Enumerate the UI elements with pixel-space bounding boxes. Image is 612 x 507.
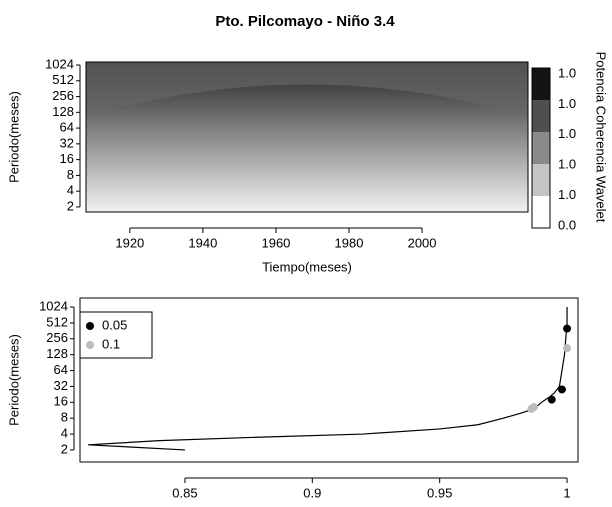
colorbar-block bbox=[532, 132, 550, 164]
x-tick-label: 0.85 bbox=[172, 485, 197, 500]
y-tick-label: 2 bbox=[67, 198, 74, 213]
data-point bbox=[529, 403, 538, 412]
x-axis-label: Tiempo(meses) bbox=[262, 259, 352, 274]
x-tick-label: 0.95 bbox=[427, 485, 452, 500]
y-tick-label: 128 bbox=[46, 346, 68, 361]
colorbar-label: 1.0 bbox=[558, 65, 576, 80]
y-tick-label: 8 bbox=[67, 167, 74, 182]
y-tick-label: 32 bbox=[54, 378, 68, 393]
colorbar-label: 1.0 bbox=[558, 187, 576, 202]
y-tick-label: 64 bbox=[54, 362, 68, 377]
colorbar-block bbox=[532, 100, 550, 132]
legend-label: 0.1 bbox=[102, 336, 120, 351]
y-tick-label: 2 bbox=[61, 441, 68, 456]
x-tick-label: 0.9 bbox=[303, 485, 321, 500]
y-tick-label: 64 bbox=[60, 120, 74, 135]
colorbar-label: 0.0 bbox=[558, 217, 576, 232]
y-tick-label: 4 bbox=[67, 183, 74, 198]
colorbar-title: Potencia Coherencia Wavelet bbox=[594, 52, 609, 223]
y-tick-label: 512 bbox=[46, 314, 68, 329]
legend-label: 0.05 bbox=[102, 317, 127, 332]
y-axis-label: Periodo(meses) bbox=[6, 91, 21, 183]
data-line bbox=[88, 307, 568, 451]
y-axis-label: Periodo(meses) bbox=[6, 334, 21, 426]
data-point bbox=[557, 385, 566, 394]
y-tick-label: 32 bbox=[60, 135, 74, 150]
x-tick-label: 1980 bbox=[335, 235, 364, 250]
data-point bbox=[563, 344, 572, 353]
y-tick-label: 1024 bbox=[39, 298, 68, 313]
y-tick-label: 8 bbox=[61, 410, 68, 425]
x-tick-label: 1960 bbox=[261, 235, 290, 250]
cone-of-influence bbox=[86, 62, 528, 117]
colorbar-label: 1.0 bbox=[558, 157, 576, 172]
x-tick-label: 1920 bbox=[115, 235, 144, 250]
data-point bbox=[563, 324, 572, 333]
y-tick-label: 1024 bbox=[45, 56, 74, 71]
chart-title: Pto. Pilcomayo - Niño 3.4 bbox=[215, 13, 395, 30]
y-tick-label: 16 bbox=[60, 151, 74, 166]
y-tick-label: 512 bbox=[52, 72, 74, 87]
y-tick-label: 4 bbox=[61, 425, 68, 440]
y-tick-label: 256 bbox=[52, 88, 74, 103]
y-tick-label: 128 bbox=[52, 104, 74, 119]
colorbar-frame bbox=[531, 67, 551, 229]
legend-box bbox=[79, 311, 153, 359]
x-tick-label: 1 bbox=[563, 485, 570, 500]
legend-marker bbox=[86, 341, 94, 349]
x-tick-label: 1940 bbox=[188, 235, 217, 250]
y-tick-label: 256 bbox=[46, 330, 68, 345]
colorbar-block bbox=[532, 196, 550, 228]
plot-frame bbox=[85, 61, 529, 213]
colorbar-label: 1.0 bbox=[558, 126, 576, 141]
data-point bbox=[547, 395, 556, 404]
colorbar-block bbox=[532, 68, 550, 100]
x-tick-label: 2000 bbox=[408, 235, 437, 250]
colorbar-block bbox=[532, 164, 550, 196]
colorbar-label: 1.0 bbox=[558, 96, 576, 111]
legend-marker bbox=[86, 322, 94, 330]
y-tick-label: 16 bbox=[54, 394, 68, 409]
plot-frame bbox=[79, 297, 579, 463]
